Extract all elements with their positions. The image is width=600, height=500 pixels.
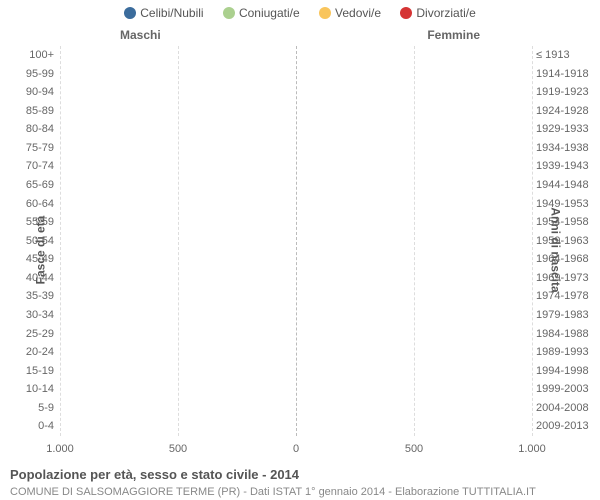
age-row: 65-691944-1948: [60, 176, 532, 195]
header-female: Femmine: [427, 28, 480, 42]
birth-year-label: 1914-1918: [536, 65, 594, 84]
birth-year-label: 1939-1943: [536, 157, 594, 176]
header-male: Maschi: [120, 28, 161, 42]
age-label: 75-79: [8, 139, 54, 158]
age-row: 0-42009-2013: [60, 417, 532, 436]
birth-year-label: 2009-2013: [536, 417, 594, 436]
age-row: 80-841929-1933: [60, 120, 532, 139]
birth-year-label: 1924-1928: [536, 102, 594, 121]
rows-container: 100+≤ 191395-991914-191890-941919-192385…: [60, 46, 532, 436]
age-row: 70-741939-1943: [60, 157, 532, 176]
age-label: 100+: [8, 46, 54, 65]
legend-item: Divorziati/e: [400, 6, 475, 20]
age-label: 85-89: [8, 102, 54, 121]
age-label: 10-14: [8, 380, 54, 399]
age-label: 35-39: [8, 287, 54, 306]
legend-label: Celibi/Nubili: [140, 6, 203, 20]
age-row: 85-891924-1928: [60, 102, 532, 121]
age-row: 35-391974-1978: [60, 287, 532, 306]
legend-item: Celibi/Nubili: [124, 6, 203, 20]
age-row: 45-491964-1968: [60, 250, 532, 269]
birth-year-label: 1944-1948: [536, 176, 594, 195]
birth-year-label: 1969-1973: [536, 269, 594, 288]
swatch-icon: [400, 7, 412, 19]
age-row: 95-991914-1918: [60, 65, 532, 84]
birth-year-label: ≤ 1913: [536, 46, 594, 65]
age-row: 100+≤ 1913: [60, 46, 532, 65]
age-row: 5-92004-2008: [60, 399, 532, 418]
x-tick-label: 1.000: [518, 440, 546, 458]
age-row: 10-141999-2003: [60, 380, 532, 399]
x-tick-label: 500: [405, 440, 423, 458]
birth-year-label: 1929-1933: [536, 120, 594, 139]
birth-year-label: 1979-1983: [536, 306, 594, 325]
swatch-icon: [319, 7, 331, 19]
age-label: 70-74: [8, 157, 54, 176]
age-label: 30-34: [8, 306, 54, 325]
age-row: 15-191994-1998: [60, 362, 532, 381]
x-tick-label: 500: [169, 440, 187, 458]
age-label: 5-9: [8, 399, 54, 418]
x-tick-label: 0: [293, 440, 299, 458]
birth-year-label: 1964-1968: [536, 250, 594, 269]
age-label: 40-44: [8, 269, 54, 288]
age-row: 30-341979-1983: [60, 306, 532, 325]
age-label: 95-99: [8, 65, 54, 84]
swatch-icon: [124, 7, 136, 19]
age-row: 25-291984-1988: [60, 325, 532, 344]
age-row: 20-241989-1993: [60, 343, 532, 362]
legend-item: Vedovi/e: [319, 6, 381, 20]
chart-subtitle: COMUNE DI SALSOMAGGIORE TERME (PR) - Dat…: [10, 486, 536, 498]
age-label: 45-49: [8, 250, 54, 269]
birth-year-label: 1994-1998: [536, 362, 594, 381]
plot-area: 100+≤ 191395-991914-191890-941919-192385…: [60, 46, 532, 436]
birth-year-label: 1999-2003: [536, 380, 594, 399]
legend-label: Divorziati/e: [416, 6, 475, 20]
age-label: 65-69: [8, 176, 54, 195]
birth-year-label: 1989-1993: [536, 343, 594, 362]
age-label: 25-29: [8, 325, 54, 344]
birth-year-label: 2004-2008: [536, 399, 594, 418]
legend-item: Coniugati/e: [223, 6, 300, 20]
age-label: 60-64: [8, 195, 54, 214]
age-label: 50-54: [8, 232, 54, 251]
age-row: 40-441969-1973: [60, 269, 532, 288]
age-row: 50-541959-1963: [60, 232, 532, 251]
age-label: 20-24: [8, 343, 54, 362]
legend: Celibi/Nubili Coniugati/e Vedovi/e Divor…: [0, 6, 600, 20]
age-row: 90-941919-1923: [60, 83, 532, 102]
x-axis: 1.00050005001.000: [60, 440, 532, 456]
legend-label: Coniugati/e: [239, 6, 300, 20]
birth-year-label: 1954-1958: [536, 213, 594, 232]
age-label: 55-59: [8, 213, 54, 232]
birth-year-label: 1949-1953: [536, 195, 594, 214]
x-tick-label: 1.000: [46, 440, 74, 458]
birth-year-label: 1919-1923: [536, 83, 594, 102]
chart-container: Celibi/Nubili Coniugati/e Vedovi/e Divor…: [0, 0, 600, 500]
birth-year-label: 1934-1938: [536, 139, 594, 158]
age-row: 75-791934-1938: [60, 139, 532, 158]
grid-line: [532, 46, 533, 436]
age-label: 90-94: [8, 83, 54, 102]
age-label: 0-4: [8, 417, 54, 436]
birth-year-label: 1984-1988: [536, 325, 594, 344]
legend-label: Vedovi/e: [335, 6, 381, 20]
birth-year-label: 1974-1978: [536, 287, 594, 306]
age-label: 80-84: [8, 120, 54, 139]
age-row: 60-641949-1953: [60, 195, 532, 214]
age-label: 15-19: [8, 362, 54, 381]
chart-title: Popolazione per età, sesso e stato civil…: [10, 467, 299, 482]
age-row: 55-591954-1958: [60, 213, 532, 232]
birth-year-label: 1959-1963: [536, 232, 594, 251]
swatch-icon: [223, 7, 235, 19]
